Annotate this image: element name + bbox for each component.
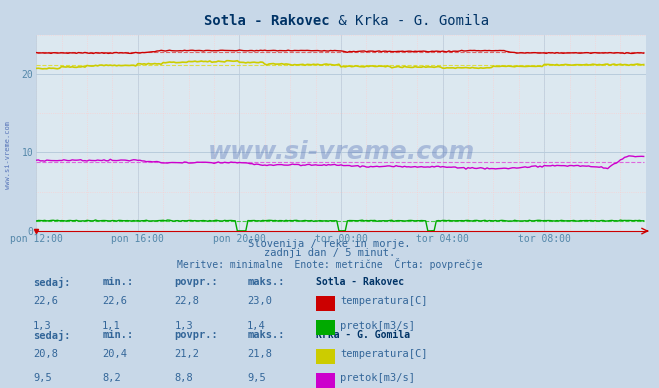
Text: 8,8: 8,8 — [175, 373, 193, 383]
Text: temperatura[C]: temperatura[C] — [340, 349, 428, 359]
Text: zadnji dan / 5 minut.: zadnji dan / 5 minut. — [264, 248, 395, 258]
Text: 1,3: 1,3 — [175, 320, 193, 331]
Text: 22,6: 22,6 — [102, 296, 127, 307]
Text: 23,0: 23,0 — [247, 296, 272, 307]
Text: 20,4: 20,4 — [102, 349, 127, 359]
Text: 21,8: 21,8 — [247, 349, 272, 359]
Text: & Krka - G. Gomila: & Krka - G. Gomila — [330, 14, 488, 28]
Text: temperatura[C]: temperatura[C] — [340, 296, 428, 307]
Text: Sotla - Rakovec: Sotla - Rakovec — [316, 277, 405, 288]
Text: 9,5: 9,5 — [247, 373, 266, 383]
Text: maks.:: maks.: — [247, 330, 285, 340]
Text: 1,1: 1,1 — [102, 320, 121, 331]
Text: povpr.:: povpr.: — [175, 330, 218, 340]
Text: Sotla - Rakovec: Sotla - Rakovec — [204, 14, 330, 28]
Text: 20,8: 20,8 — [33, 349, 58, 359]
Text: 21,2: 21,2 — [175, 349, 200, 359]
Text: sedaj:: sedaj: — [33, 277, 71, 288]
Text: Meritve: minimalne  Enote: metrične  Črta: povprečje: Meritve: minimalne Enote: metrične Črta:… — [177, 258, 482, 270]
Text: 1,3: 1,3 — [33, 320, 51, 331]
Text: Krka - G. Gomila: Krka - G. Gomila — [316, 330, 411, 340]
Text: 9,5: 9,5 — [33, 373, 51, 383]
Text: 22,8: 22,8 — [175, 296, 200, 307]
Text: www.si-vreme.com: www.si-vreme.com — [208, 140, 474, 165]
Text: povpr.:: povpr.: — [175, 277, 218, 288]
Text: pretok[m3/s]: pretok[m3/s] — [340, 373, 415, 383]
Text: 22,6: 22,6 — [33, 296, 58, 307]
Text: Slovenija / reke in morje.: Slovenija / reke in morje. — [248, 239, 411, 249]
Text: www.si-vreme.com: www.si-vreme.com — [5, 121, 11, 189]
Text: min.:: min.: — [102, 277, 133, 288]
Text: min.:: min.: — [102, 330, 133, 340]
Text: 1,4: 1,4 — [247, 320, 266, 331]
Text: 8,2: 8,2 — [102, 373, 121, 383]
Text: maks.:: maks.: — [247, 277, 285, 288]
Text: pretok[m3/s]: pretok[m3/s] — [340, 320, 415, 331]
Text: sedaj:: sedaj: — [33, 330, 71, 341]
